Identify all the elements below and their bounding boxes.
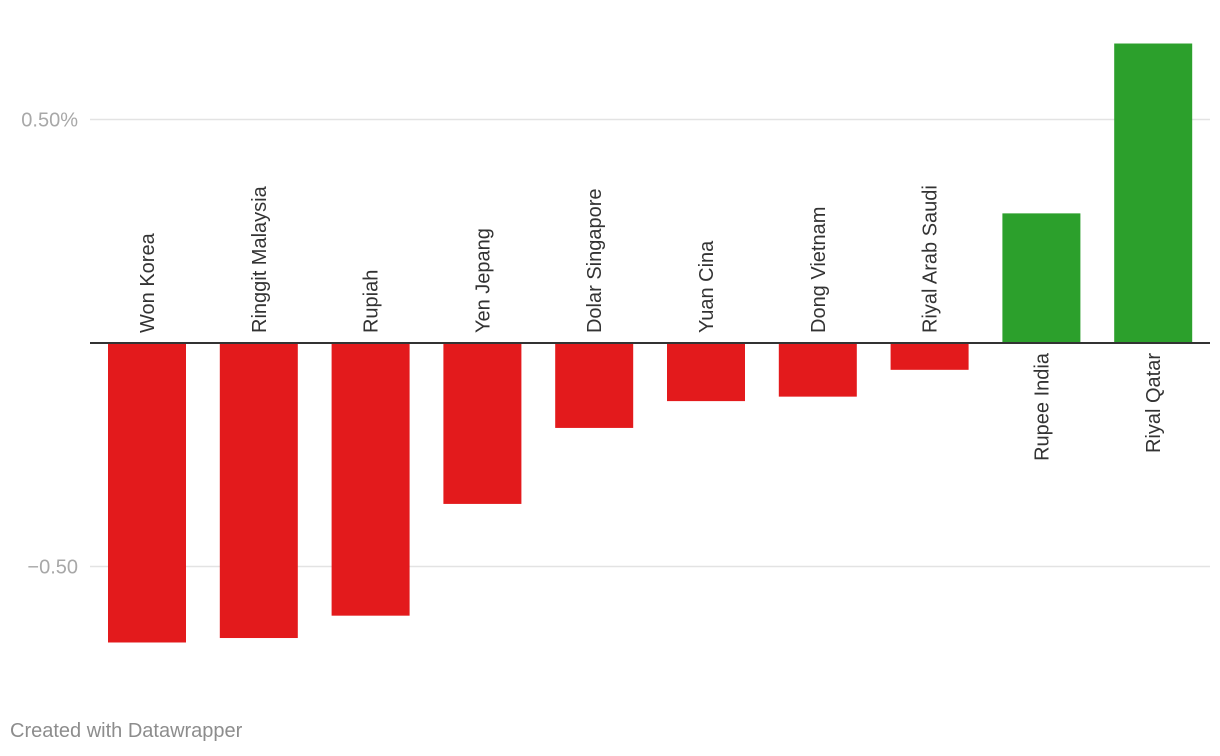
bar-won-korea — [108, 343, 186, 643]
category-label: Rupiah — [361, 270, 383, 333]
category-label: Won Korea — [137, 232, 159, 333]
bar-chart: 0.50% −0.50 Won Korea Ringgit Malaysia Rupi… — [21, 43, 1210, 643]
category-label: Yuan Cina — [696, 240, 718, 333]
bar-rupee-india — [1002, 213, 1081, 343]
y-tick-label: −0.50 — [27, 557, 78, 579]
credit-text: Created with Datawrapper — [10, 720, 243, 742]
category-label: Dong Vietnam — [808, 207, 830, 333]
bar-dong-vietnam — [778, 343, 857, 397]
bar-dolar-singapore — [555, 343, 634, 428]
category-label: Yen Jepang — [472, 228, 494, 333]
bar-ringgit-malaysia — [219, 343, 298, 639]
bar-rupiah — [331, 343, 410, 616]
bar-riyal-qatar — [1114, 43, 1193, 343]
bar-riyal-arab-saudi — [890, 343, 969, 370]
bar-yen-jepang — [443, 343, 522, 504]
category-label: Riyal Arab Saudi — [920, 185, 942, 333]
category-label: Rupee India — [1031, 352, 1053, 461]
category-label: Riyal Qatar — [1143, 353, 1165, 453]
y-tick-label: 0.50% — [21, 110, 78, 132]
gridlines: 0.50% −0.50 — [21, 110, 1210, 579]
category-label: Dolar Singapore — [584, 188, 606, 333]
category-label: Ringgit Malaysia — [249, 185, 271, 333]
category-labels: Won Korea Ringgit Malaysia Rupiah Yen Jepan… — [137, 185, 1165, 461]
bars — [108, 43, 1193, 643]
bar-yuan-cina — [667, 343, 745, 402]
